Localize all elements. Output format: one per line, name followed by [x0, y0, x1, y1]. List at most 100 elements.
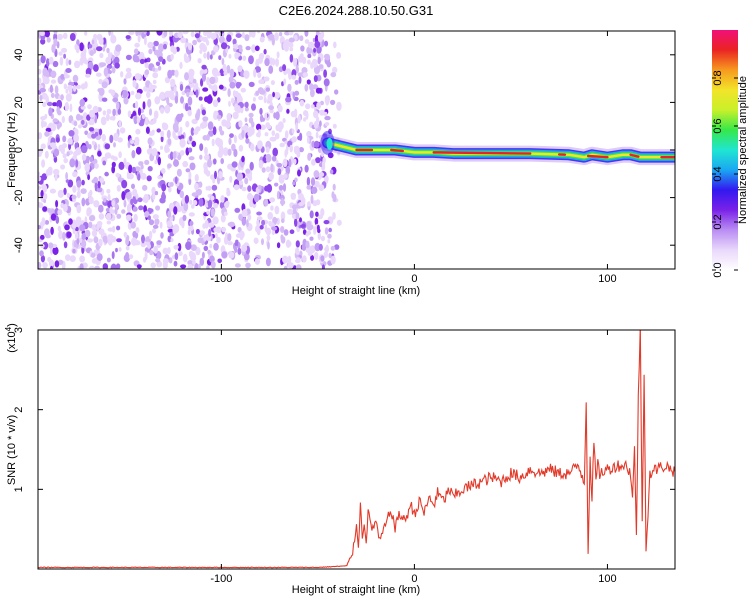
noise-blob: [238, 213, 244, 221]
noise-blob: [111, 161, 116, 168]
noise-blob: [135, 101, 139, 109]
noise-blob: [88, 221, 93, 229]
noise-blob: [135, 146, 142, 155]
noise-blob: [54, 260, 60, 268]
noise-blob: [295, 66, 300, 74]
noise-blob: [295, 258, 301, 264]
noise-blob: [218, 170, 223, 179]
noise-blob: [72, 248, 76, 254]
noise-blob: [39, 31, 45, 36]
noise-blob: [201, 73, 207, 82]
noise-blob: [189, 220, 194, 226]
noise-blob: [97, 150, 102, 157]
noise-blob: [287, 83, 292, 92]
noise-blob: [197, 58, 202, 64]
noise-blob: [144, 62, 149, 69]
noise-blob: [294, 79, 299, 85]
noise-blob: [112, 97, 119, 103]
noise-blob: [284, 130, 289, 139]
noise-blob: [257, 72, 262, 79]
noise-blob: [202, 87, 209, 92]
noise-blob: [295, 240, 300, 248]
noise-blob: [228, 221, 235, 228]
noise-blob: [314, 251, 319, 260]
noise-blob: [213, 45, 219, 53]
noise-blob: [153, 40, 159, 47]
noise-blob: [227, 148, 232, 156]
noise-blob: [216, 139, 223, 148]
noise-blob: [289, 54, 294, 63]
noise-blob: [167, 163, 172, 169]
noise-blob: [206, 265, 210, 269]
noise-blob: [153, 245, 158, 254]
noise-blob: [228, 137, 232, 145]
noise-blob: [104, 171, 109, 177]
noise-blob: [191, 140, 197, 147]
noise-blob: [93, 64, 99, 72]
noise-blob: [289, 47, 294, 52]
noise-blob: [50, 123, 57, 132]
noise-blob: [88, 44, 93, 49]
noise-blob: [265, 122, 271, 128]
noise-blob: [295, 212, 300, 220]
bottom-y-axis: 1 2 3: [13, 327, 675, 492]
noise-blob: [169, 151, 174, 161]
noise-blob: [288, 70, 292, 80]
noise-blob: [191, 192, 198, 197]
noise-blob: [156, 31, 163, 36]
noise-blob: [208, 222, 215, 228]
noise-blob: [323, 78, 330, 87]
noise-blob: [50, 92, 55, 99]
noise-blob: [241, 155, 245, 163]
noise-blob: [294, 218, 298, 227]
noise-blob: [233, 134, 237, 144]
noise-blob: [209, 243, 213, 249]
noise-blob: [200, 78, 204, 87]
noise-blob: [167, 69, 173, 79]
noise-blob: [317, 232, 321, 241]
noise-blob: [307, 53, 312, 59]
noise-blob: [258, 95, 264, 101]
noise-blob: [288, 37, 295, 43]
noise-blob: [41, 159, 46, 168]
noise-blob: [89, 50, 95, 56]
noise-blob: [304, 164, 309, 173]
noise-blob: [318, 172, 325, 177]
noise-blob: [251, 103, 256, 111]
noise-blob: [74, 43, 78, 51]
noise-blob: [98, 204, 104, 213]
noise-blob: [48, 242, 54, 249]
y-tick-label: -20: [13, 190, 25, 206]
noise-blob: [148, 82, 153, 92]
noise-blob: [313, 75, 318, 83]
noise-blob: [274, 91, 281, 99]
noise-blob: [81, 179, 85, 186]
noise-blob: [114, 203, 119, 209]
noise-blob: [81, 197, 86, 207]
noise-blob: [49, 142, 57, 148]
noise-blob: [310, 177, 316, 186]
noise-blob: [84, 130, 89, 136]
noise-blob: [168, 257, 173, 264]
noise-blob: [336, 219, 342, 226]
noise-blob: [159, 221, 163, 229]
noise-blob: [168, 202, 175, 212]
noise-blob: [158, 56, 164, 62]
noise-blob: [298, 76, 302, 84]
noise-blob: [116, 225, 121, 231]
noise-blob: [276, 242, 281, 249]
noise-blob: [297, 169, 301, 177]
noise-blob: [128, 31, 135, 35]
noise-blob: [330, 245, 336, 251]
noise-blob: [315, 87, 322, 94]
noise-blob: [128, 164, 133, 174]
noise-blob: [244, 177, 249, 185]
noise-blob: [271, 155, 277, 162]
noise-blob: [106, 220, 112, 225]
colorbar-label: Normalized spectral amplitude: [737, 76, 749, 224]
noise-blob: [61, 116, 65, 123]
noise-blob: [173, 244, 179, 250]
noise-blob: [135, 92, 142, 100]
noise-blob: [187, 109, 192, 117]
noise-blob: [58, 51, 63, 56]
